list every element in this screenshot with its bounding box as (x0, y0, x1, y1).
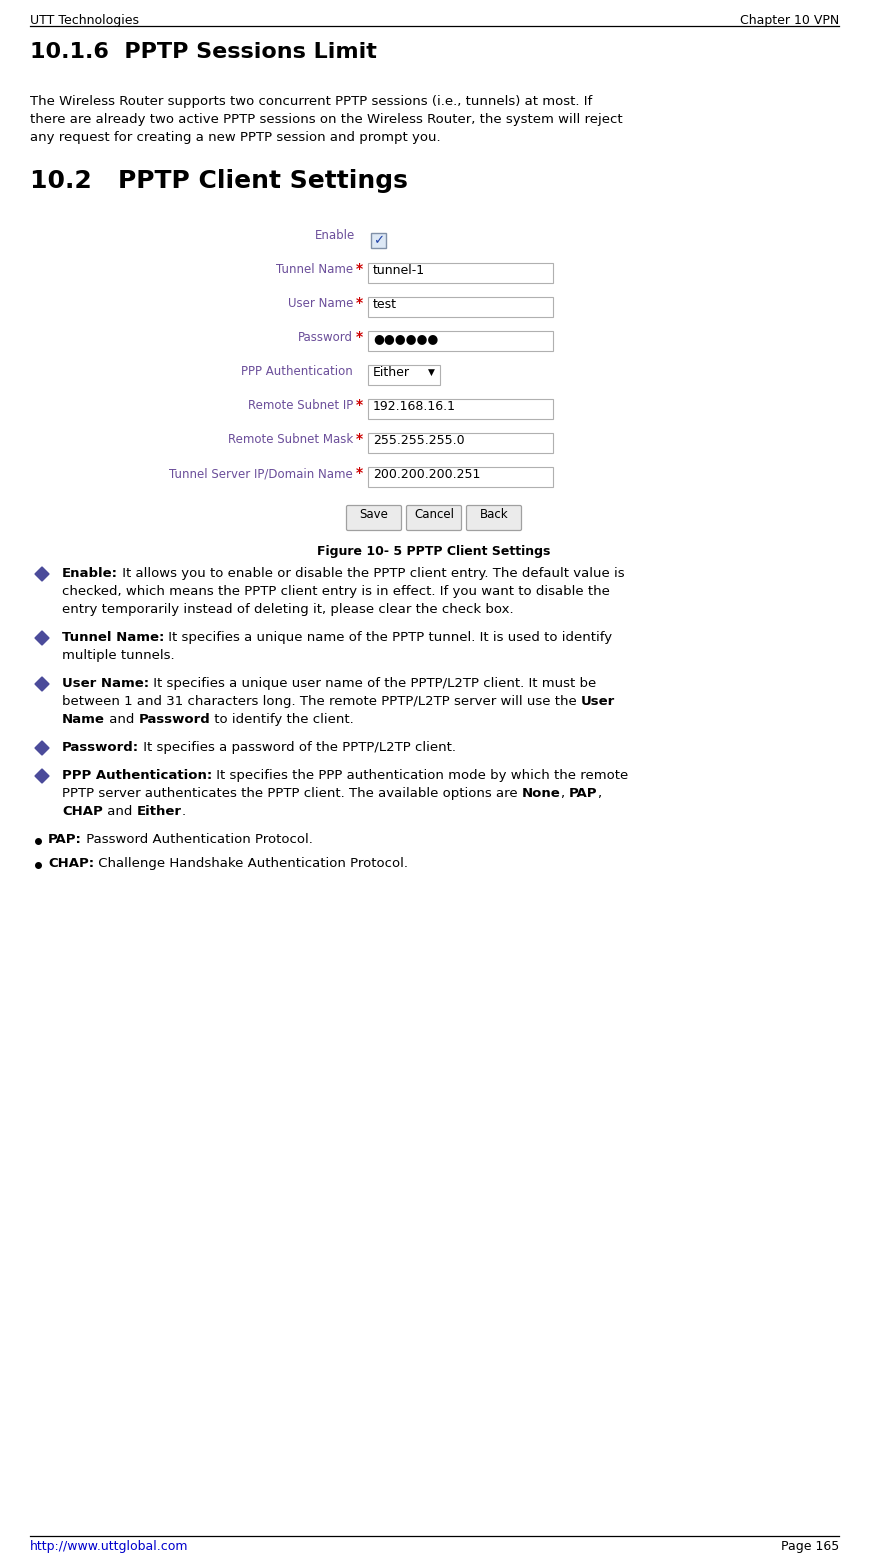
Text: any request for creating a new PPTP session and prompt you.: any request for creating a new PPTP sess… (30, 131, 441, 143)
Polygon shape (35, 567, 49, 582)
Text: Enable:: Enable: (62, 567, 118, 580)
Text: Back: Back (480, 508, 508, 521)
Polygon shape (35, 769, 49, 783)
Text: None: None (522, 787, 561, 800)
Text: Password Authentication Protocol.: Password Authentication Protocol. (82, 833, 313, 847)
FancyBboxPatch shape (368, 263, 553, 284)
Text: ,: , (561, 787, 569, 800)
Text: Tunnel Name:: Tunnel Name: (62, 631, 164, 644)
FancyBboxPatch shape (368, 399, 553, 419)
Text: PPP Authentication:: PPP Authentication: (62, 769, 212, 783)
Text: Chapter 10 VPN: Chapter 10 VPN (740, 14, 839, 27)
Text: Challenge Handshake Authentication Protocol.: Challenge Handshake Authentication Proto… (94, 857, 408, 870)
Text: Tunnel Name: Tunnel Name (275, 263, 353, 276)
FancyBboxPatch shape (368, 468, 553, 486)
Text: Figure 10- 5 PPTP Client Settings: Figure 10- 5 PPTP Client Settings (317, 546, 551, 558)
Text: 200.200.200.251: 200.200.200.251 (373, 468, 481, 482)
Text: *: * (356, 398, 363, 412)
Polygon shape (35, 631, 49, 645)
Polygon shape (35, 677, 49, 691)
Text: Remote Subnet Mask: Remote Subnet Mask (228, 433, 353, 446)
Text: entry temporarily instead of deleting it, please clear the check box.: entry temporarily instead of deleting it… (62, 603, 514, 616)
FancyBboxPatch shape (407, 505, 461, 530)
Text: PAP:: PAP: (48, 833, 82, 847)
Text: *: * (356, 296, 363, 310)
Text: It specifies a unique name of the PPTP tunnel. It is used to identify: It specifies a unique name of the PPTP t… (164, 631, 613, 644)
Text: multiple tunnels.: multiple tunnels. (62, 649, 175, 663)
FancyBboxPatch shape (368, 433, 553, 454)
Text: Either: Either (373, 366, 410, 379)
Text: ✓: ✓ (373, 234, 384, 246)
FancyBboxPatch shape (368, 365, 440, 385)
FancyBboxPatch shape (347, 505, 401, 530)
Text: 10.1.6  PPTP Sessions Limit: 10.1.6 PPTP Sessions Limit (30, 42, 377, 62)
Text: The Wireless Router supports two concurrent PPTP sessions (i.e., tunnels) at mos: The Wireless Router supports two concurr… (30, 95, 593, 108)
Text: Password: Password (298, 331, 353, 345)
Text: and: and (105, 712, 138, 726)
Text: 192.168.16.1: 192.168.16.1 (373, 401, 456, 413)
Text: Cancel: Cancel (414, 508, 454, 521)
Text: to identify the client.: to identify the client. (210, 712, 354, 726)
Text: User Name:: User Name: (62, 677, 149, 691)
Text: there are already two active PPTP sessions on the Wireless Router, the system wi: there are already two active PPTP sessio… (30, 112, 622, 126)
Text: checked, which means the PPTP client entry is in effect. If you want to disable : checked, which means the PPTP client ent… (62, 585, 610, 599)
Text: and: and (103, 804, 136, 818)
Text: CHAP:: CHAP: (48, 857, 94, 870)
Text: PPTP server authenticates the PPTP client. The available options are: PPTP server authenticates the PPTP clien… (62, 787, 522, 800)
Text: It specifies a password of the PPTP/L2TP client.: It specifies a password of the PPTP/L2TP… (139, 741, 456, 755)
Text: Name: Name (62, 712, 105, 726)
FancyBboxPatch shape (371, 232, 386, 248)
Text: It specifies the PPP authentication mode by which the remote: It specifies the PPP authentication mode… (212, 769, 628, 783)
Text: ●●●●●●: ●●●●●● (373, 332, 438, 345)
Text: 255.255.255.0: 255.255.255.0 (373, 433, 465, 447)
Text: test: test (373, 298, 397, 310)
Text: User Name: User Name (288, 298, 353, 310)
Text: ,: , (598, 787, 601, 800)
FancyBboxPatch shape (368, 331, 553, 351)
Text: tunnel-1: tunnel-1 (373, 263, 425, 278)
FancyBboxPatch shape (467, 505, 521, 530)
Text: ▼: ▼ (428, 368, 434, 377)
Text: Password: Password (138, 712, 210, 726)
Text: *: * (356, 466, 363, 480)
Text: Tunnel Server IP/Domain Name: Tunnel Server IP/Domain Name (169, 468, 353, 480)
Text: *: * (356, 331, 363, 345)
Text: *: * (356, 432, 363, 446)
Text: PAP: PAP (569, 787, 598, 800)
Text: *: * (356, 262, 363, 276)
Text: User: User (581, 695, 615, 708)
Text: 10.2   PPTP Client Settings: 10.2 PPTP Client Settings (30, 168, 408, 193)
Text: Password:: Password: (62, 741, 139, 755)
Text: Save: Save (360, 508, 388, 521)
Text: UTT Technologies: UTT Technologies (30, 14, 139, 27)
Text: Page 165: Page 165 (780, 1540, 839, 1553)
Text: It allows you to enable or disable the PPTP client entry. The default value is: It allows you to enable or disable the P… (118, 567, 625, 580)
Text: Remote Subnet IP: Remote Subnet IP (248, 399, 353, 412)
Text: CHAP: CHAP (62, 804, 103, 818)
Polygon shape (35, 741, 49, 755)
Text: http://www.uttglobal.com: http://www.uttglobal.com (30, 1540, 189, 1553)
Text: PPP Authentication: PPP Authentication (242, 365, 353, 377)
FancyBboxPatch shape (368, 298, 553, 316)
Text: .: . (182, 804, 185, 818)
Text: It specifies a unique user name of the PPTP/L2TP client. It must be: It specifies a unique user name of the P… (149, 677, 596, 691)
Text: between 1 and 31 characters long. The remote PPTP/L2TP server will use the: between 1 and 31 characters long. The re… (62, 695, 581, 708)
Text: Either: Either (136, 804, 182, 818)
Text: Enable: Enable (315, 229, 355, 242)
